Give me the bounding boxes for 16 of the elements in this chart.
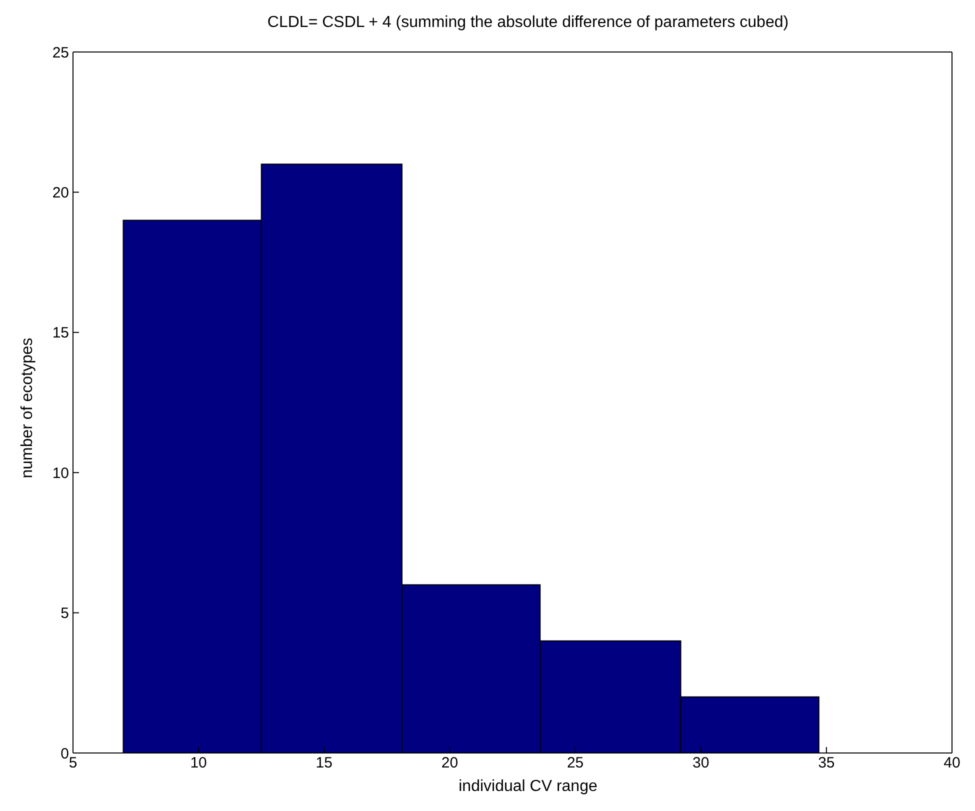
x-tick-label: 40 bbox=[944, 754, 960, 772]
y-tick-label: 10 bbox=[52, 464, 69, 482]
chart-title: CLDL= CSDL + 4 (summing the absolute difference of parameters cubed) bbox=[266, 14, 790, 32]
y-tick-label: 5 bbox=[60, 605, 69, 622]
y-tick-label: 0 bbox=[60, 745, 69, 762]
x-tick-label: 15 bbox=[316, 754, 332, 772]
x-tick-label: 25 bbox=[566, 754, 584, 772]
y-axis-title: number of ecotypes bbox=[19, 338, 37, 478]
y-tick-label: 15 bbox=[52, 324, 69, 342]
y-tick-label: 20 bbox=[52, 184, 69, 202]
x-tick-label: 20 bbox=[441, 754, 458, 772]
x-axis-title: individual CV range bbox=[458, 778, 598, 796]
x-tick-label: 10 bbox=[190, 754, 207, 772]
y-tick-label: 25 bbox=[52, 44, 69, 62]
x-tick-label: 30 bbox=[692, 754, 710, 772]
x-tick-label: 35 bbox=[818, 754, 835, 772]
